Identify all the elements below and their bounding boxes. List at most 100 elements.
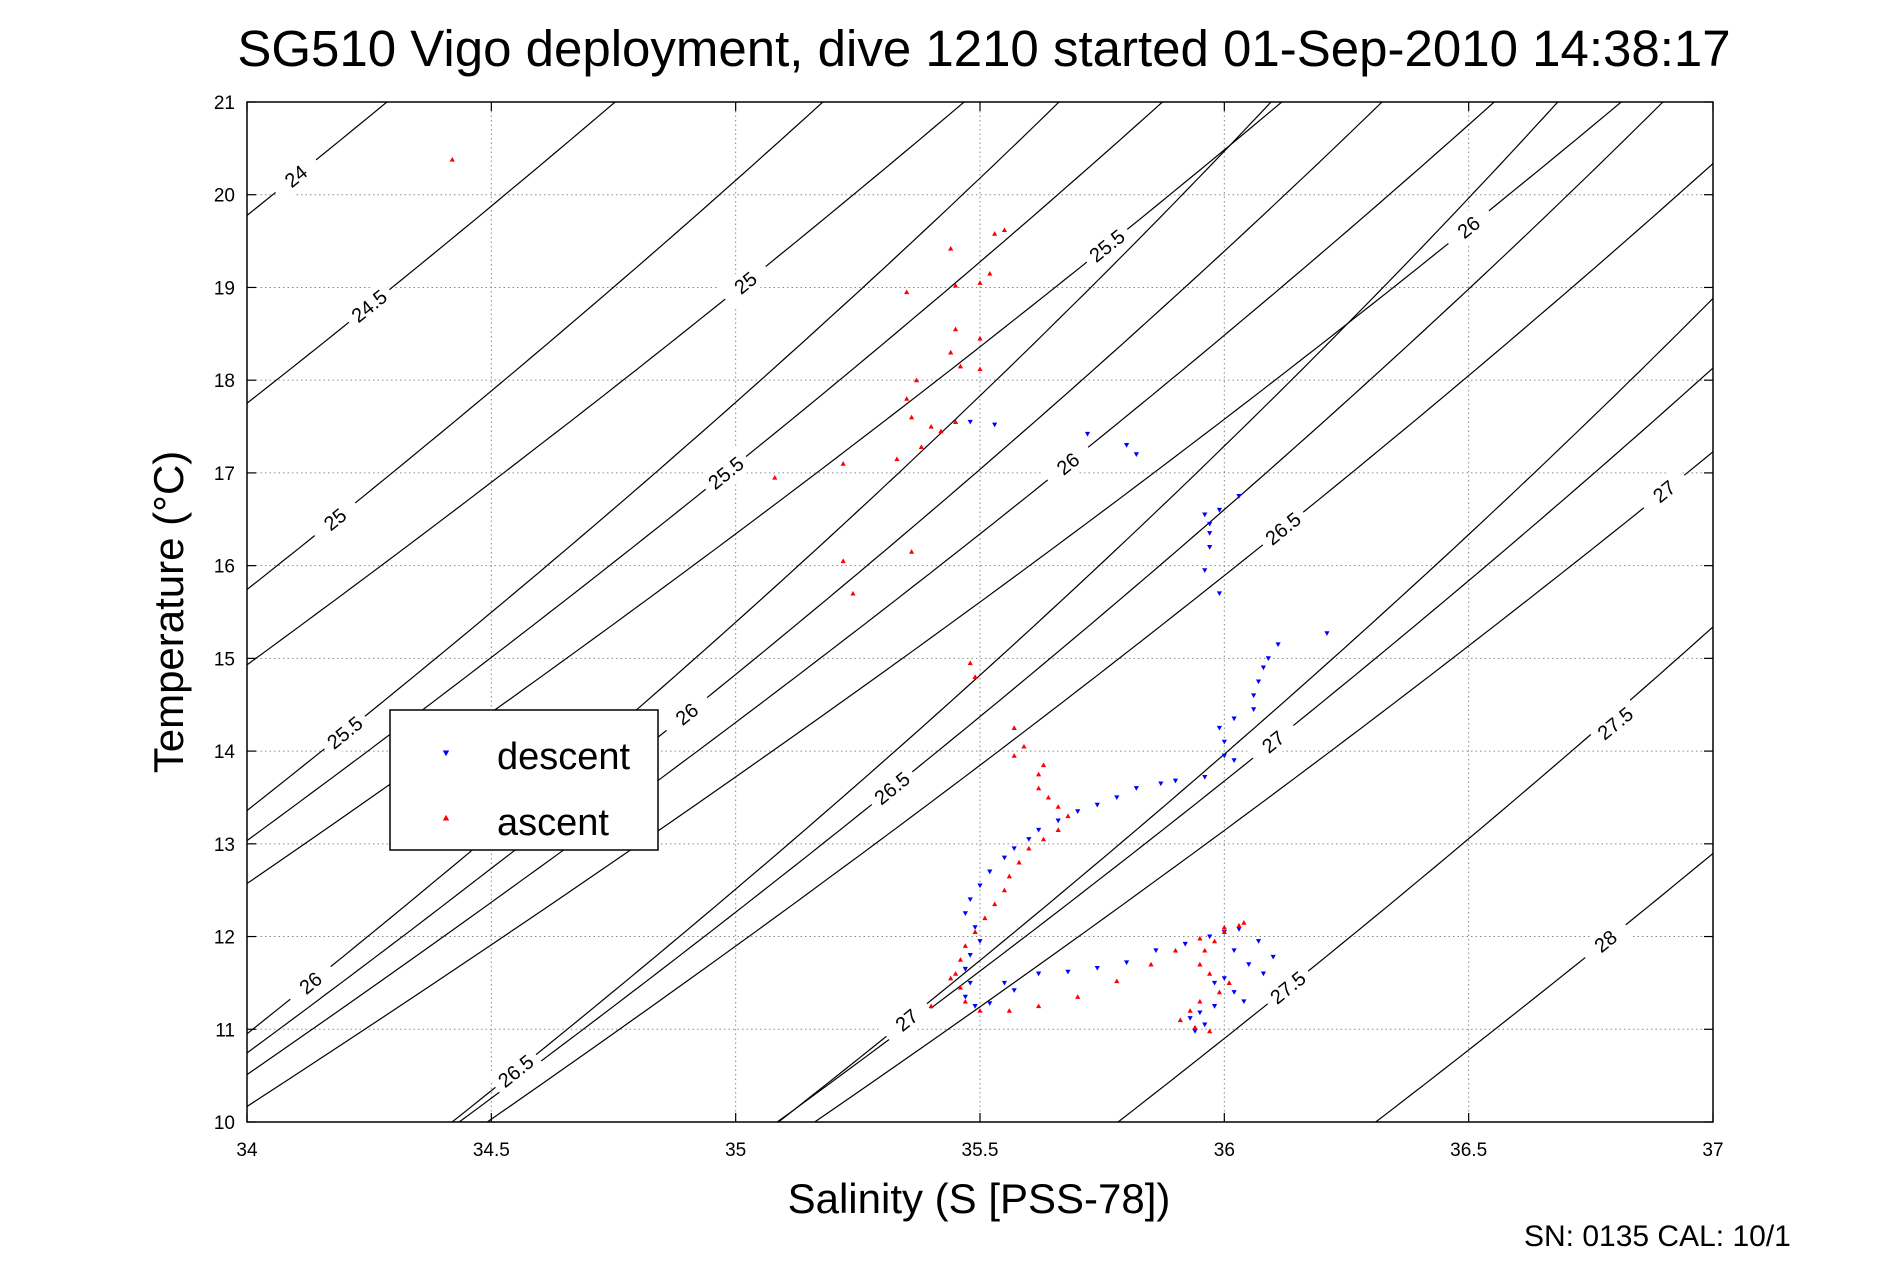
data-point-descent [1202, 1022, 1208, 1028]
data-point-ascent [1216, 989, 1223, 995]
density-label-gap [1078, 219, 1136, 273]
data-point-descent [1011, 988, 1017, 993]
data-point-ascent [928, 1003, 934, 1009]
footer-serial-calibration: SN: 0135 CAL: 10/1 [1524, 1220, 1791, 1253]
density-contour-labels: 2424.5252525.525.525.52626262626.526.526… [267, 149, 1693, 1098]
data-point-ascent [1001, 227, 1008, 233]
data-point-descent [972, 1004, 978, 1009]
data-point-ascent [1114, 978, 1120, 984]
data-point-descent [1207, 545, 1213, 550]
data-point-descent [1236, 494, 1242, 499]
data-point-descent [1011, 846, 1017, 852]
x-axis-ticks: 34 34.5 35 35.5 36 36.5 37 [236, 102, 1724, 1161]
data-point-descent [962, 966, 968, 972]
x-tick-label: 35 [725, 1140, 746, 1161]
data-point-ascent [1207, 1028, 1213, 1034]
data-point-ascent [1177, 1017, 1183, 1023]
data-point-descent [977, 883, 983, 889]
density-label-gap [282, 956, 339, 1010]
density-contour-line [451, 102, 1559, 1122]
density-contour-line [247, 102, 1060, 812]
data-point-descent [1236, 927, 1242, 932]
y-tick-label: 18 [214, 371, 235, 392]
data-point-ascent [977, 280, 983, 285]
density-label-gap [697, 446, 755, 500]
y-tick-label: 11 [215, 1020, 235, 1041]
data-point-descent [1265, 656, 1271, 661]
data-point-ascent [918, 444, 924, 450]
data-point-descent [1211, 980, 1218, 986]
data-point-ascent [962, 998, 968, 1004]
data-point-ascent [908, 414, 915, 420]
chart-title: SG510 Vigo deployment, dive 1210 started… [237, 20, 1730, 77]
data-point-descent [1124, 960, 1130, 966]
data-point-descent [1084, 431, 1091, 437]
data-point-descent [1001, 980, 1008, 986]
data-point-ascent [1172, 947, 1179, 953]
data-point-descent [1197, 1010, 1203, 1016]
data-point-descent [1114, 795, 1120, 801]
data-point-ascent [977, 335, 983, 341]
density-label-gap [316, 706, 374, 759]
data-point-descent [1075, 809, 1081, 814]
legend-label-ascent: ascent [497, 802, 609, 844]
density-contour-line [247, 102, 824, 591]
data-point-ascent [1148, 961, 1154, 967]
data-point-ascent [987, 270, 993, 276]
data-point-ascent [1036, 785, 1042, 791]
x-axis-label: Salinity (S [PSS-78]) [788, 1175, 1171, 1222]
data-point-ascent [952, 419, 959, 424]
density-label-gap [1577, 914, 1634, 968]
data-point-ascent [449, 156, 455, 162]
data-point-descent [1055, 818, 1061, 824]
density-label-gap [863, 761, 921, 815]
data-point-descent [1001, 855, 1008, 861]
data-point-ascent [1026, 845, 1032, 851]
x-tick-label: 34.5 [473, 1140, 510, 1161]
data-point-ascent [1221, 929, 1227, 934]
y-tick-label: 17 [214, 464, 235, 485]
data-point-descent [1270, 954, 1276, 960]
data-point-ascent [982, 915, 988, 921]
data-point-descent [967, 980, 973, 986]
data-point-ascent [904, 396, 910, 401]
data-point-descent [987, 1001, 993, 1006]
density-contour-line [247, 102, 1272, 1035]
data-point-descent [1207, 531, 1213, 536]
x-tick-label: 36.5 [1450, 1140, 1487, 1161]
x-tick-label: 34 [236, 1140, 258, 1161]
density-contour-line [486, 162, 1713, 1122]
density-label-gap [1039, 437, 1097, 491]
data-point-descent [962, 994, 968, 1000]
data-point-ascent [1197, 935, 1203, 941]
data-point-descent [1094, 965, 1100, 971]
data-point-descent [1192, 1029, 1198, 1034]
density-contour-line [247, 102, 1163, 842]
density-contour-line [247, 102, 1622, 1108]
data-point-descent [1207, 521, 1213, 527]
density-label-gap [1259, 961, 1317, 1014]
data-point-ascent [1211, 938, 1218, 944]
data-point-descent [1246, 962, 1252, 967]
data-point-ascent [957, 984, 964, 990]
data-point-ascent [977, 366, 983, 372]
density-label-gap [717, 256, 774, 310]
data-point-descent [1094, 802, 1100, 808]
density-contours [247, 102, 1713, 1122]
data-point-descent [1221, 753, 1227, 759]
data-point-ascent [1221, 924, 1227, 930]
data-point-ascent [1045, 794, 1052, 800]
data-point-ascent [992, 901, 998, 907]
x-tick-label: 35.5 [962, 1140, 999, 1161]
density-label-gap [878, 993, 936, 1047]
data-point-ascent [1006, 1008, 1012, 1013]
data-point-ascent [850, 590, 856, 596]
density-label-gap [306, 492, 364, 546]
data-point-ascent [1040, 762, 1047, 768]
data-point-ascent [972, 674, 978, 679]
data-point-descent [1251, 707, 1257, 712]
data-point-descent [992, 422, 998, 428]
data-point-ascent [904, 289, 910, 295]
data-point-ascent [1011, 725, 1017, 730]
